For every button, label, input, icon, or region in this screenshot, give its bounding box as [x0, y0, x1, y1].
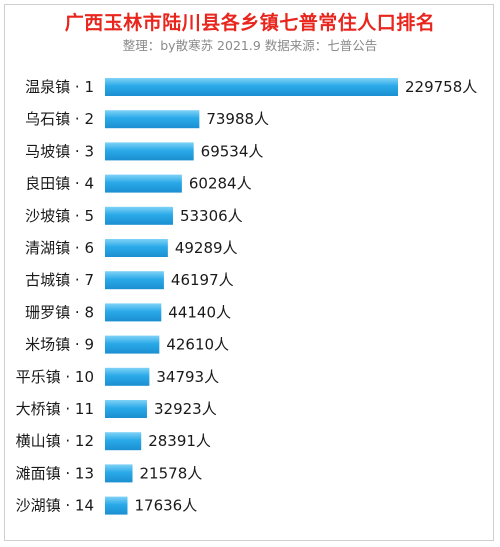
value-label: 28391人 — [148, 432, 211, 450]
value-label: 49289人 — [175, 239, 238, 257]
value-label: 229758人 — [405, 78, 477, 96]
chart-subtitle: 整理：by散寒苏 2021.9 数据来源：七普公告 — [122, 38, 378, 53]
category-label: 滩面镇 · 13 — [16, 464, 94, 482]
category-label: 横山镇 · 12 — [16, 432, 94, 450]
bar — [105, 174, 182, 193]
value-label: 32923人 — [154, 400, 217, 418]
category-label: 平乐镇 · 10 — [16, 368, 94, 386]
category-label: 温泉镇 · 1 — [25, 78, 94, 96]
value-label: 73988人 — [206, 110, 269, 128]
bar — [105, 464, 133, 483]
category-label: 良田镇 · 4 — [25, 175, 94, 193]
category-label: 沙湖镇 · 14 — [16, 497, 94, 515]
category-label: 大桥镇 · 11 — [16, 400, 94, 418]
value-label: 34793人 — [156, 368, 219, 386]
value-label: 44140人 — [168, 303, 231, 321]
bar — [105, 239, 168, 257]
bar — [105, 303, 162, 322]
bar — [105, 367, 150, 386]
bar — [105, 271, 164, 290]
chart-title: 广西玉林市陆川县各乡镇七普常住人口排名 — [64, 12, 436, 34]
category-label: 清湖镇 · 6 — [25, 239, 94, 257]
bar — [105, 400, 147, 418]
bar — [105, 206, 173, 225]
category-label: 沙坡镇 · 5 — [25, 207, 94, 225]
category-label: 乌石镇 · 2 — [25, 110, 94, 128]
category-label: 珊罗镇 · 8 — [25, 303, 94, 321]
category-label: 马坡镇 · 3 — [25, 142, 94, 160]
value-label: 53306人 — [180, 207, 243, 225]
bar — [105, 432, 142, 451]
bar — [105, 496, 128, 515]
bar — [105, 142, 194, 161]
category-label: 米场镇 · 9 — [25, 336, 94, 354]
value-label: 42610人 — [166, 336, 229, 354]
category-label: 古城镇 · 7 — [25, 271, 94, 289]
value-label: 17636人 — [134, 497, 197, 515]
value-label: 46197人 — [171, 271, 234, 289]
value-label: 21578人 — [140, 464, 203, 482]
value-label: 69534人 — [201, 142, 264, 160]
bar — [105, 335, 160, 354]
value-label: 60284人 — [189, 175, 252, 193]
bar — [105, 110, 200, 129]
bar — [105, 78, 398, 96]
